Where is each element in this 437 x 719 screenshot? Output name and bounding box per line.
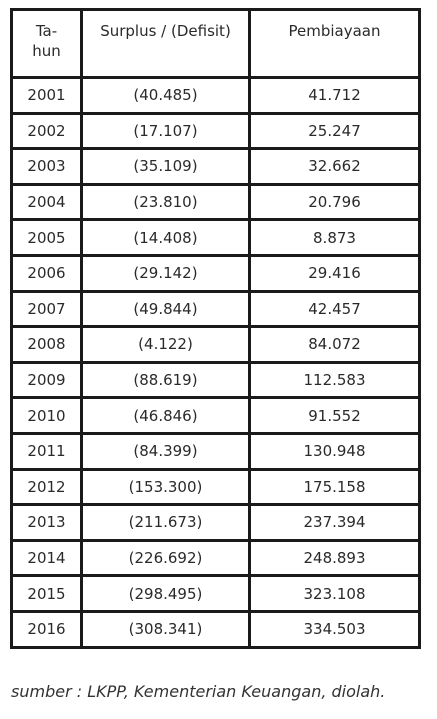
year-cell: 2003 [10, 147, 83, 186]
year-cell: 2010 [10, 396, 83, 435]
surplus-cell: (49.844) [80, 289, 251, 329]
table-row: 2006 (29.142) 29.416 [10, 253, 421, 293]
column-header-year: Ta- hun [10, 8, 83, 79]
table-row: 2002 (17.107) 25.247 [10, 111, 421, 151]
table-row: 2014 (226.692) 248.893 [10, 538, 421, 578]
surplus-cell: (4.122) [80, 325, 251, 364]
table-row: 2001 (40.485) 41.712 [10, 76, 421, 115]
table-row: 2004 (23.810) 20.796 [10, 182, 421, 222]
financing-cell: 25.247 [248, 111, 421, 151]
table-row: 2007 (49.844) 42.457 [10, 289, 421, 329]
financing-cell: 175.158 [248, 467, 421, 507]
table-row: 2009 (88.619) 112.583 [10, 360, 421, 400]
year-cell: 2006 [10, 253, 83, 293]
year-header-line2: hun [32, 42, 61, 60]
financing-cell: 29.416 [248, 253, 421, 293]
year-cell: 2013 [10, 503, 83, 542]
financing-cell: 42.457 [248, 289, 421, 329]
financing-cell: 91.552 [248, 396, 421, 435]
surplus-cell: (17.107) [80, 111, 251, 151]
surplus-cell: (84.399) [80, 431, 251, 471]
surplus-cell: (23.810) [80, 182, 251, 222]
surplus-cell: (226.692) [80, 538, 251, 578]
year-cell: 2005 [10, 218, 83, 257]
table-row: 2003 (35.109) 32.662 [10, 147, 421, 186]
year-cell: 2001 [10, 76, 83, 115]
source-note: sumber : LKPP, Kementerian Keuangan, dio… [11, 682, 386, 701]
surplus-cell: (153.300) [80, 467, 251, 507]
table-row: 2012 (153.300) 175.158 [10, 467, 421, 507]
surplus-cell: (29.142) [80, 253, 251, 293]
table-row: 2015 (298.495) 323.108 [10, 574, 421, 613]
financing-cell: 334.503 [248, 609, 421, 649]
financing-cell: 20.796 [248, 182, 421, 222]
year-cell: 2011 [10, 431, 83, 471]
document: Ta- hun Surplus / (Defisit) Pembiayaan 2… [10, 8, 421, 649]
surplus-cell: (14.408) [80, 218, 251, 257]
financing-cell: 248.893 [248, 538, 421, 578]
table-header-row: Ta- hun Surplus / (Defisit) Pembiayaan [10, 8, 421, 79]
financing-cell: 112.583 [248, 360, 421, 400]
surplus-cell: (46.846) [80, 396, 251, 435]
financing-cell: 323.108 [248, 574, 421, 613]
year-cell: 2012 [10, 467, 83, 507]
table-row: 2016 (308.341) 334.503 [10, 609, 421, 649]
table-row: 2008 (4.122) 84.072 [10, 325, 421, 364]
surplus-cell: (40.485) [80, 76, 251, 115]
surplus-cell: (298.495) [80, 574, 251, 613]
financing-cell: 130.948 [248, 431, 421, 471]
table-row: 2013 (211.673) 237.394 [10, 503, 421, 542]
surplus-cell: (211.673) [80, 503, 251, 542]
year-cell: 2009 [10, 360, 83, 400]
table-row: 2011 (84.399) 130.948 [10, 431, 421, 471]
financing-cell: 84.072 [248, 325, 421, 364]
surplus-deficit-financing-table: Ta- hun Surplus / (Defisit) Pembiayaan 2… [10, 8, 421, 649]
surplus-cell: (88.619) [80, 360, 251, 400]
financing-cell: 237.394 [248, 503, 421, 542]
year-header-line1: Ta- [35, 22, 58, 40]
column-header-surplus: Surplus / (Defisit) [80, 8, 251, 79]
financing-cell: 8.873 [248, 218, 421, 257]
surplus-cell: (35.109) [80, 147, 251, 186]
column-header-financing: Pembiayaan [248, 8, 421, 79]
year-cell: 2004 [10, 182, 83, 222]
table-row: 2010 (46.846) 91.552 [10, 396, 421, 435]
year-cell: 2016 [10, 609, 83, 649]
year-cell: 2008 [10, 325, 83, 364]
financing-cell: 41.712 [248, 76, 421, 115]
year-cell: 2007 [10, 289, 83, 329]
table-body: 2001 (40.485) 41.712 2002 (17.107) 25.247 2003… [10, 76, 421, 649]
year-cell: 2015 [10, 574, 83, 613]
financing-cell: 32.662 [248, 147, 421, 186]
table-row: 2005 (14.408) 8.873 [10, 218, 421, 257]
year-cell: 2014 [10, 538, 83, 578]
year-cell: 2002 [10, 111, 83, 151]
surplus-cell: (308.341) [80, 609, 251, 649]
